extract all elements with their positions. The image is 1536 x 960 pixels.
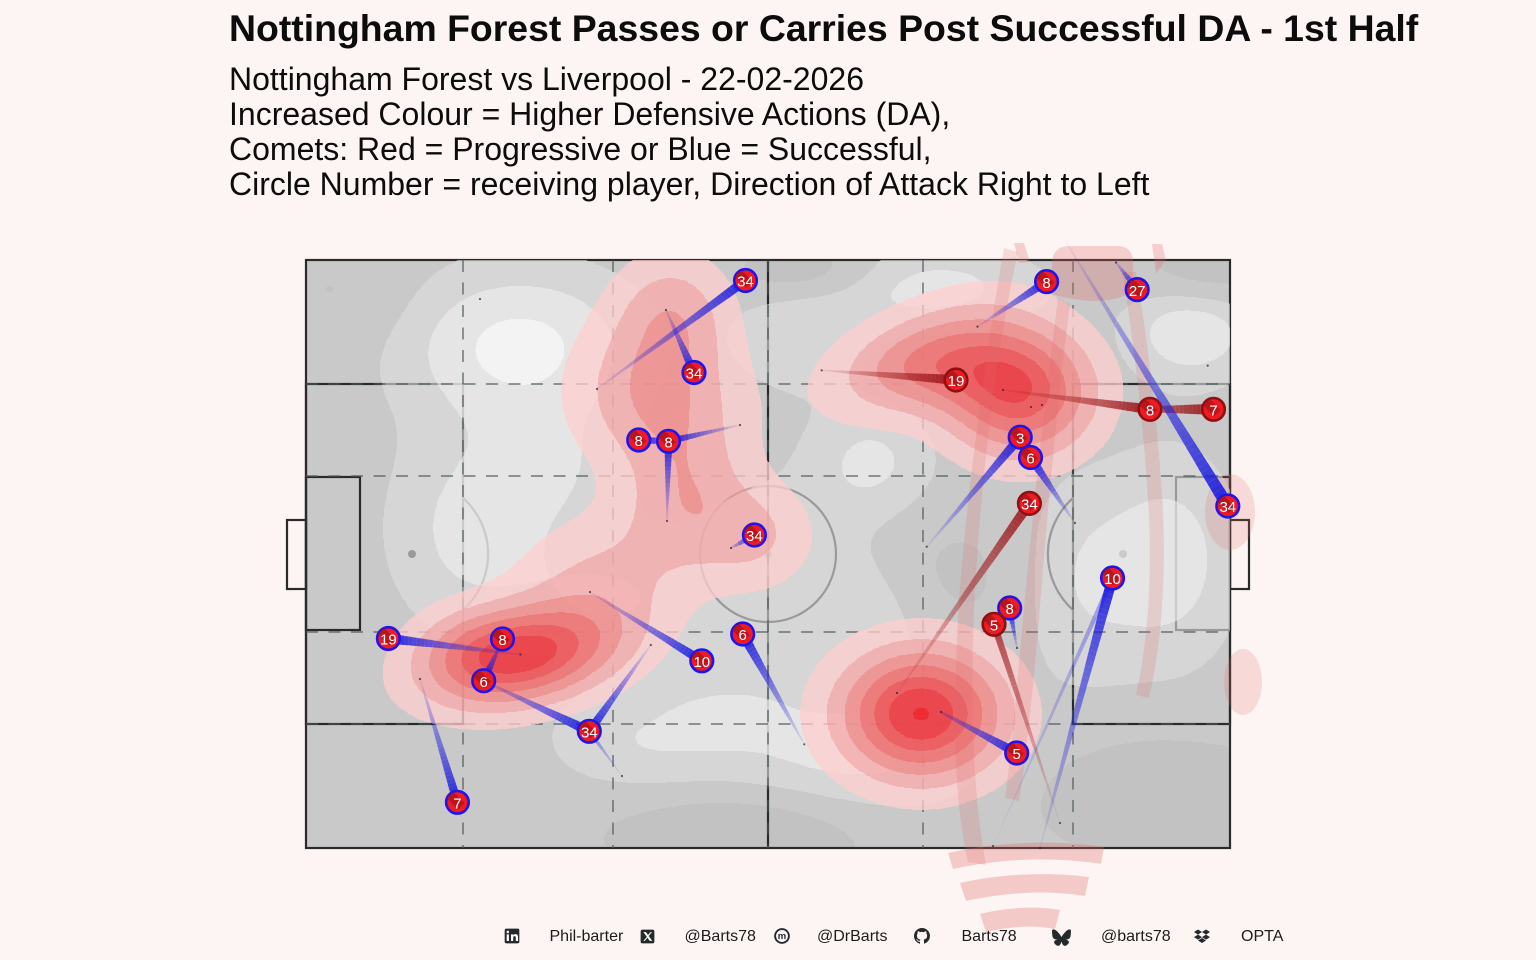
svg-text:8: 8 xyxy=(635,433,643,450)
svg-text:10: 10 xyxy=(693,654,710,671)
svg-text:8: 8 xyxy=(664,435,672,452)
svg-text:3: 3 xyxy=(1016,430,1024,447)
svg-text:6: 6 xyxy=(1026,451,1034,468)
svg-text:7: 7 xyxy=(1209,403,1217,420)
svg-text:8: 8 xyxy=(498,632,506,649)
svg-text:27: 27 xyxy=(1129,283,1146,300)
svg-text:34: 34 xyxy=(746,528,763,545)
svg-text:8: 8 xyxy=(1006,601,1014,618)
svg-text:19: 19 xyxy=(948,373,965,390)
svg-text:6: 6 xyxy=(480,674,488,691)
svg-text:34: 34 xyxy=(737,274,754,291)
svg-text:5: 5 xyxy=(1013,746,1021,763)
svg-text:6: 6 xyxy=(739,627,747,644)
svg-text:8: 8 xyxy=(1042,275,1050,292)
svg-text:8: 8 xyxy=(1146,403,1154,420)
svg-text:34: 34 xyxy=(1219,499,1236,516)
svg-text:5: 5 xyxy=(990,618,998,635)
svg-text:7: 7 xyxy=(453,796,461,813)
svg-text:10: 10 xyxy=(1104,571,1121,588)
svg-text:19: 19 xyxy=(380,632,397,649)
svg-text:34: 34 xyxy=(686,366,703,383)
svg-text:34: 34 xyxy=(1021,497,1038,514)
svg-text:34: 34 xyxy=(581,725,598,742)
svg-text:m: m xyxy=(778,931,786,942)
